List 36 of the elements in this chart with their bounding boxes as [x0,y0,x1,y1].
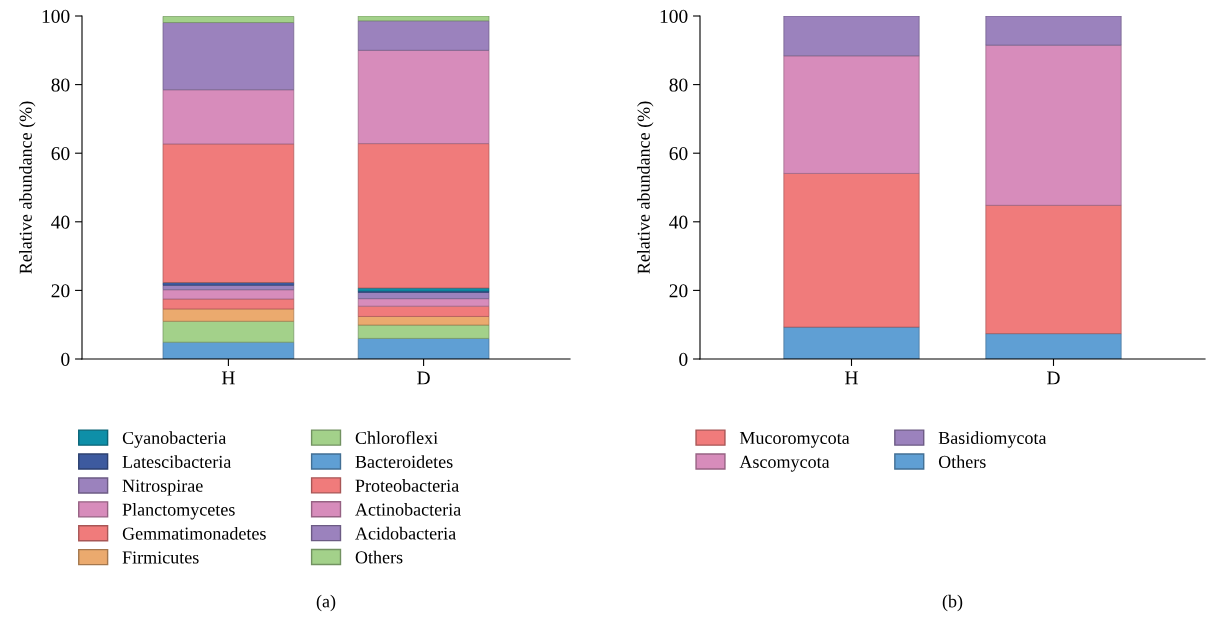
legend-label: Ascomycota [739,455,830,472]
legend-label: Actinobacteria [355,502,461,516]
y-tick-label: 60 [669,147,688,161]
legend-label: Planctomycetes [122,503,235,520]
legend-label: Bacteroidetes [355,455,453,468]
legend-label: Proteobacteria [355,479,459,492]
y-axis-title: Relative abundance (%) [19,101,36,274]
legend-label: Mucoromycota [739,432,850,448]
legend-label: Cyanobacteria [122,431,227,448]
y-tick-label: 40 [669,215,688,229]
y-tick-label: 0 [61,352,70,366]
x-tick-label: H [845,371,858,385]
legend-label: Others [355,550,403,564]
y-tick-label: 100 [42,9,70,23]
legend-label: Basidiomycota [938,431,1047,448]
legend-label: Chloroflexi [355,431,438,445]
y-tick-label: 100 [660,9,688,23]
legend-label: Latescibacteria [122,455,232,468]
legend-label: Gemmatimonadetes [122,526,266,540]
x-tick-label: D [1047,371,1060,385]
legend-label: Firmicutes [122,551,199,564]
text: (b) [942,594,963,612]
y-tick-label: 80 [669,78,688,92]
legend-label: Others [938,455,986,468]
text: (a) [316,594,336,612]
y-tick-label: 0 [679,352,688,366]
legend-label: Acidobacteria [355,526,456,540]
y-tick-label: 60 [51,147,70,161]
y-axis-title: Relative abundance (%) [637,101,654,274]
legend-label: Nitrospirae [122,479,203,496]
x-tick-label: H [221,371,235,385]
x-tick-label: D [417,371,430,385]
y-tick-label: 80 [51,78,70,92]
y-tick-label: 20 [51,284,70,298]
y-tick-label: 40 [51,215,70,229]
y-tick-label: 20 [669,284,688,298]
